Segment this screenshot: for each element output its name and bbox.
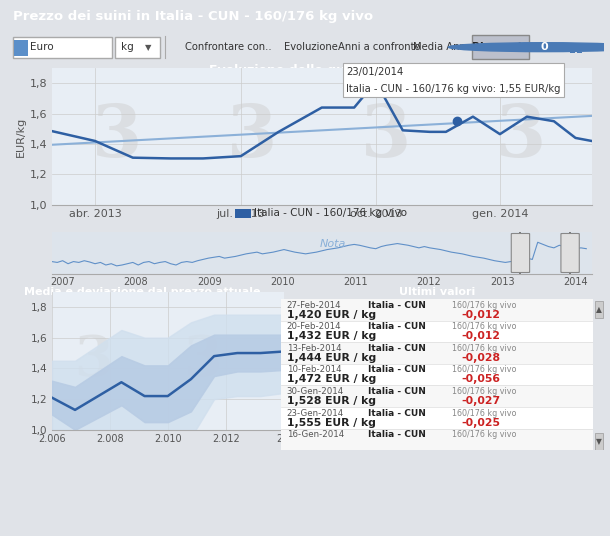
Text: 160/176 kg vivo: 160/176 kg vivo (453, 344, 517, 353)
Text: 160/176 kg vivo: 160/176 kg vivo (453, 366, 517, 375)
Text: 20-Feb-2014: 20-Feb-2014 (287, 322, 342, 331)
Bar (281, 407, 593, 429)
Bar (281, 385, 593, 407)
Text: -0,025: -0,025 (462, 418, 501, 428)
Text: 3: 3 (74, 333, 113, 388)
Text: 3: 3 (362, 101, 412, 172)
Circle shape (448, 43, 610, 51)
Text: Anni a confronto: Anni a confronto (339, 42, 421, 52)
Bar (281, 299, 593, 321)
Text: 3: 3 (92, 101, 142, 172)
FancyBboxPatch shape (115, 36, 160, 58)
Text: 1,528 EUR / kg: 1,528 EUR / kg (287, 396, 376, 406)
Text: 1,472 EUR / kg: 1,472 EUR / kg (287, 375, 376, 384)
Text: 1,420 EUR / kg: 1,420 EUR / kg (287, 310, 376, 319)
Text: 160/176 kg vivo: 160/176 kg vivo (453, 430, 517, 439)
Bar (595, 301, 603, 318)
Text: 10-Feb-2014: 10-Feb-2014 (287, 366, 342, 375)
Text: 27-Feb-2014: 27-Feb-2014 (287, 301, 342, 310)
Text: Evoluzione delle quotazioni: Evoluzione delle quotazioni (209, 64, 401, 77)
FancyBboxPatch shape (561, 234, 580, 272)
Text: Italia - CUN - 160/176 kg vivo: Italia - CUN - 160/176 kg vivo (254, 209, 407, 218)
Text: 23-Gen-2014: 23-Gen-2014 (287, 408, 344, 418)
Bar (15, 40, 27, 56)
Text: Media e deviazione dal prezzo attuale: Media e deviazione dal prezzo attuale (24, 287, 260, 296)
Text: 13-Feb-2014: 13-Feb-2014 (287, 344, 342, 353)
Text: Italia - CUN: Italia - CUN (368, 301, 426, 310)
FancyBboxPatch shape (13, 36, 112, 58)
Text: ▼: ▼ (145, 43, 151, 51)
FancyBboxPatch shape (511, 234, 529, 272)
Text: Euro: Euro (30, 42, 54, 52)
Text: 3: 3 (497, 101, 547, 172)
Bar (595, 433, 603, 450)
Y-axis label: EUR/kg: EUR/kg (16, 116, 26, 157)
Text: Nota: Nota (320, 240, 346, 249)
Text: 16-Gen-2014: 16-Gen-2014 (287, 430, 344, 439)
Text: 160/176 kg vivo: 160/176 kg vivo (453, 408, 517, 418)
Text: 1,444 EUR / kg: 1,444 EUR / kg (287, 353, 376, 363)
Text: Italia - CUN: Italia - CUN (368, 408, 426, 418)
Text: Italia - CUN: Italia - CUN (368, 366, 426, 375)
Text: Ultimi valori: Ultimi valori (399, 287, 475, 296)
Bar (281, 364, 593, 385)
Text: 23/01/2014
Italia - CUN - 160/176 kg vivo: 1,55 EUR/kg: 23/01/2014 Italia - CUN - 160/176 kg viv… (346, 66, 561, 94)
Bar (281, 321, 593, 343)
Text: Italia - CUN: Italia - CUN (368, 387, 426, 396)
Text: 1,432 EUR / kg: 1,432 EUR / kg (287, 331, 376, 341)
Text: Evoluzione: Evoluzione (284, 42, 338, 52)
Text: ▲: ▲ (596, 304, 602, 314)
FancyBboxPatch shape (472, 35, 529, 59)
Text: 160/176 kg vivo: 160/176 kg vivo (453, 322, 517, 331)
Text: 3: 3 (183, 333, 222, 388)
Text: 1,555 EUR / kg: 1,555 EUR / kg (287, 418, 376, 428)
Text: Riassunto: Riassunto (472, 42, 530, 52)
Text: 3: 3 (226, 101, 277, 172)
Text: 160/176 kg vivo: 160/176 kg vivo (453, 387, 517, 396)
Text: Italia - CUN: Italia - CUN (368, 344, 426, 353)
Text: -0,028: -0,028 (462, 353, 501, 363)
Text: -0,012: -0,012 (462, 310, 501, 319)
Text: Prezzo dei suini in Italia - CUN - 160/176 kg vivo: Prezzo dei suini in Italia - CUN - 160/1… (13, 10, 373, 23)
Text: ▼: ▼ (596, 437, 602, 446)
Text: Media Annua: Media Annua (412, 42, 478, 52)
Bar (281, 343, 593, 364)
Text: -0,056: -0,056 (462, 375, 501, 384)
Text: 160/176 kg vivo: 160/176 kg vivo (453, 301, 517, 310)
Text: Confrontare con..: Confrontare con.. (185, 42, 272, 52)
Text: kg: kg (121, 42, 134, 52)
Text: -0,012: -0,012 (462, 331, 501, 341)
Bar (281, 429, 593, 450)
Text: Italia - CUN: Italia - CUN (368, 322, 426, 331)
Text: -0,027: -0,027 (462, 396, 501, 406)
Text: 30-Gen-2014: 30-Gen-2014 (287, 387, 344, 396)
Text: Italia - CUN: Italia - CUN (368, 430, 426, 439)
Bar (235, 209, 251, 218)
Text: 0: 0 (540, 42, 548, 52)
